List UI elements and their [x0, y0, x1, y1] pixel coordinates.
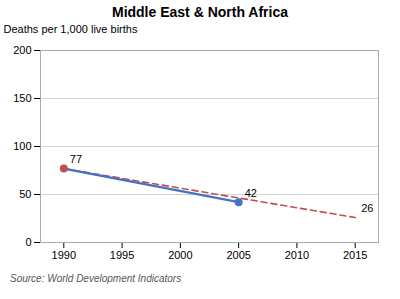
svg-text:2005: 2005 — [226, 249, 250, 261]
svg-text:50: 50 — [19, 188, 31, 200]
svg-text:77: 77 — [70, 153, 82, 165]
svg-text:2010: 2010 — [285, 249, 309, 261]
svg-text:200: 200 — [13, 44, 31, 56]
svg-text:1995: 1995 — [110, 249, 134, 261]
svg-text:1990: 1990 — [52, 249, 76, 261]
svg-text:26: 26 — [361, 202, 373, 214]
svg-text:Deaths per 1,000 live births: Deaths per 1,000 live births — [4, 23, 138, 35]
svg-text:42: 42 — [245, 187, 257, 199]
html-text:Source: World Development Indi: Source: World Development Indicators — [10, 273, 182, 284]
html-text:Middle East & North Africa: Middle East & North Africa — [112, 4, 288, 20]
svg-text:100: 100 — [13, 140, 31, 152]
svg-text:2000: 2000 — [168, 249, 192, 261]
svg-text:150: 150 — [13, 92, 31, 104]
svg-text:0: 0 — [25, 236, 31, 248]
svg-text:2015: 2015 — [343, 249, 367, 261]
